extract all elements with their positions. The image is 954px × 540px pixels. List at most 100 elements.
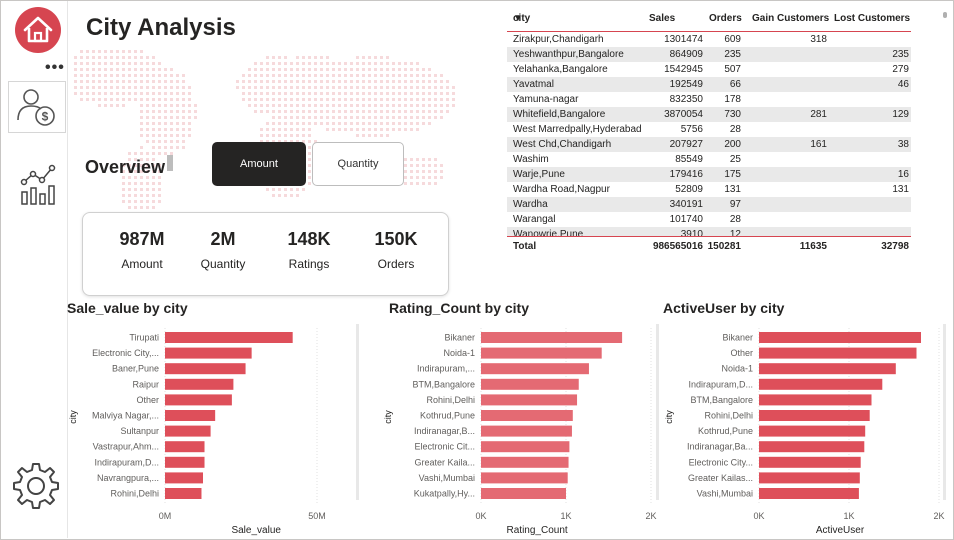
bar[interactable]	[165, 472, 203, 484]
page-scrollbar[interactable]	[943, 8, 947, 248]
map-dot	[146, 140, 149, 143]
table-row[interactable]: Wardha Road,Nagpur 52809 131 131	[507, 182, 911, 197]
table-row[interactable]: Wardha 340191 97	[507, 197, 911, 212]
column-header-orders[interactable]: Orders	[709, 13, 742, 24]
bar[interactable]	[759, 441, 865, 453]
map-dot	[398, 116, 401, 119]
chart-scrollbar[interactable]	[356, 324, 359, 500]
bar[interactable]	[165, 410, 216, 421]
chart-scrollbar[interactable]	[943, 324, 946, 500]
bar[interactable]	[759, 394, 872, 406]
bar[interactable]	[481, 472, 568, 484]
table-row[interactable]: Yeshwanthpur,Bangalore 864909 235 235	[507, 47, 911, 62]
bar[interactable]	[759, 425, 866, 437]
bar[interactable]	[759, 363, 896, 375]
cell-city: Warje,Pune	[513, 169, 565, 180]
bar[interactable]	[481, 488, 566, 499]
column-header-sales[interactable]: Sales	[649, 13, 676, 24]
map-dot	[422, 74, 425, 77]
map-dot	[404, 110, 407, 113]
map-dot	[140, 200, 143, 203]
bar[interactable]	[165, 425, 211, 437]
bar[interactable]	[759, 472, 860, 484]
column-header-gain-customers[interactable]: Gain Customers	[752, 13, 830, 24]
map-dot	[374, 110, 377, 113]
bar[interactable]	[481, 378, 579, 390]
map-dot	[188, 86, 191, 89]
map-dot	[140, 152, 143, 155]
bar[interactable]	[481, 456, 569, 468]
table-row[interactable]: Zirakpur,Chandigarh 1301474 609 318	[507, 32, 911, 47]
map-dot	[122, 194, 125, 197]
sidebar-item-sales[interactable]: $	[8, 81, 66, 133]
map-dot	[446, 110, 449, 113]
map-dot	[320, 92, 323, 95]
bar[interactable]	[481, 441, 570, 453]
column-header-lost-customers[interactable]: Lost Customers	[834, 13, 911, 24]
amount-button[interactable]: Amount	[212, 142, 306, 186]
bar[interactable]	[481, 363, 589, 375]
active-user-bar-chart: 0K 1K 2K Bikaner Other Noida-1 Indirapuram,D..…	[664, 324, 946, 536]
bar[interactable]	[481, 332, 623, 343]
map-dot	[80, 86, 83, 89]
bar[interactable]	[165, 332, 293, 343]
bar[interactable]	[165, 363, 246, 375]
table-row[interactable]: Yavatmal 192549 66 46	[507, 77, 911, 92]
sort-desc-icon[interactable]: ▼	[513, 13, 523, 24]
table-row[interactable]: West Marredpally,Hyderabad 5756 28	[507, 122, 911, 137]
table-row[interactable]: Whitefield,Bangalore 3870054 730 281 129	[507, 107, 911, 122]
bar[interactable]	[759, 488, 859, 499]
map-dot	[164, 116, 167, 119]
quantity-button[interactable]: Quantity	[312, 142, 404, 186]
map-dot	[80, 50, 83, 53]
sidebar-item-home[interactable]	[9, 3, 67, 57]
map-dot	[116, 86, 119, 89]
bar[interactable]	[165, 394, 232, 406]
map-dot	[176, 134, 179, 137]
bar[interactable]	[481, 410, 573, 421]
table-row[interactable]: Wanowrie,Pune 3910 12	[507, 227, 911, 238]
more-options-icon[interactable]: •••	[45, 59, 65, 76]
bar[interactable]	[165, 488, 202, 499]
map-dot	[410, 68, 413, 71]
table-row[interactable]: Yamuna-nagar 832350 178	[507, 92, 911, 107]
map-dot	[350, 80, 353, 83]
map-dot	[392, 86, 395, 89]
map-dot	[290, 62, 293, 65]
map-dot	[362, 86, 365, 89]
sidebar-item-settings[interactable]	[7, 459, 65, 513]
map-dot	[146, 74, 149, 77]
bar[interactable]	[759, 410, 870, 421]
map-dot	[356, 80, 359, 83]
table-row[interactable]: Washim 85549 25	[507, 152, 911, 167]
map-dot	[314, 140, 317, 143]
bar[interactable]	[481, 394, 578, 406]
map-dot	[116, 68, 119, 71]
map-dot	[152, 140, 155, 143]
map-dot	[266, 80, 269, 83]
bar[interactable]	[759, 347, 917, 359]
map-dot	[434, 164, 437, 167]
scrollbar-thumb[interactable]	[943, 12, 947, 18]
bar[interactable]	[481, 425, 572, 437]
bar[interactable]	[165, 456, 205, 468]
table-row[interactable]: Yelahanka,Bangalore 1542945 507 279	[507, 62, 911, 77]
column-header-city[interactable]: city	[513, 13, 531, 24]
map-dot	[308, 68, 311, 71]
bar[interactable]	[481, 347, 602, 359]
sidebar-item-analytics[interactable]	[9, 157, 67, 211]
map-dot	[356, 98, 359, 101]
bar[interactable]	[165, 347, 252, 359]
bar[interactable]	[759, 378, 883, 390]
bar[interactable]	[165, 378, 234, 390]
table-row[interactable]: Warje,Pune 179416 175 16	[507, 167, 911, 182]
bar[interactable]	[759, 332, 921, 343]
map-dot	[308, 104, 311, 107]
table-row[interactable]: Warangal 101740 28	[507, 212, 911, 227]
bar[interactable]	[165, 441, 205, 453]
chart-scrollbar[interactable]	[656, 324, 659, 500]
bar[interactable]	[759, 456, 861, 468]
map-dot	[98, 74, 101, 77]
map-dot	[272, 104, 275, 107]
table-row[interactable]: West Chd,Chandigarh 207927 200 161 38	[507, 137, 911, 152]
